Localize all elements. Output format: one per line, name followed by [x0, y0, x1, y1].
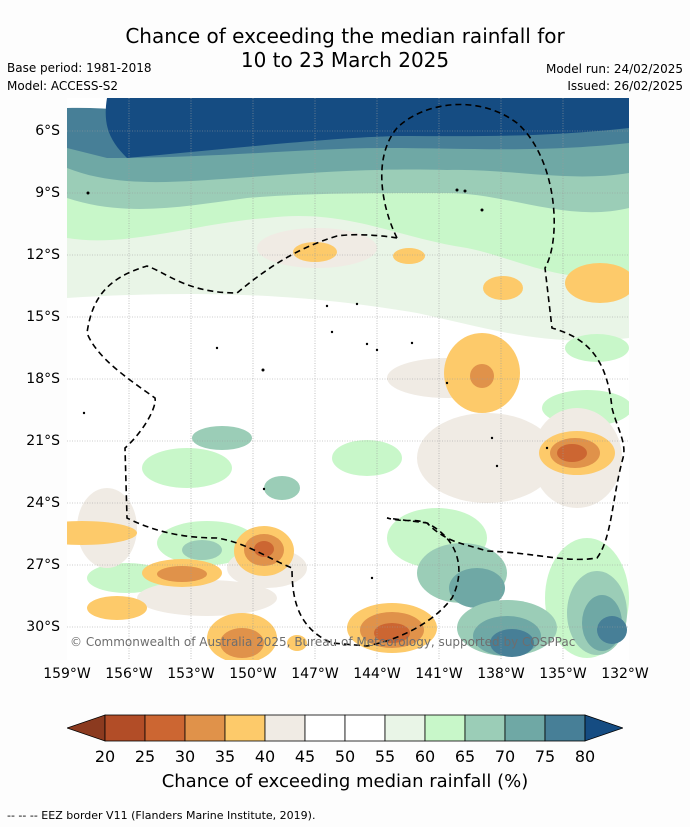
colorbar-tick-label: 55: [374, 747, 396, 766]
copyright-credit: © Commonwealth of Australia 2025, Bureau…: [70, 635, 576, 649]
colorbar-bin: [264, 714, 306, 742]
lon-label: 147°W: [291, 666, 339, 682]
model-run: Model run: 24/02/2025: [545, 62, 683, 76]
lat-label: 15°S: [26, 309, 60, 325]
eez-footnote: -- -- -- EEZ border V11 (Flanders Marine…: [7, 809, 316, 822]
colorbar-bin: [104, 714, 146, 742]
colorbar-bin: [344, 714, 386, 742]
model-name: Model: ACCESS-S2: [7, 79, 119, 93]
lon-label: 153°W: [167, 666, 215, 682]
map-title-line1: Chance of exceeding the median rainfall …: [125, 24, 565, 48]
colorbar-tick-label: 30: [174, 747, 196, 766]
lat-label: 24°S: [26, 495, 60, 511]
map-title-line2: 10 to 23 March 2025: [240, 48, 450, 72]
lon-label: 150°W: [229, 666, 277, 682]
colorbar-bin-low: [67, 714, 106, 742]
colorbar-bin: [464, 714, 506, 742]
colorbar-tick-label: 65: [454, 747, 476, 766]
colorbar-bin: [544, 714, 586, 742]
colorbar-tick-label: 45: [294, 747, 316, 766]
colorbar-tick-label: 70: [494, 747, 516, 766]
lon-label: 138°W: [477, 666, 525, 682]
colorbar-bin: [504, 714, 546, 742]
colorbar-bin-high: [584, 714, 623, 742]
lat-label: 27°S: [26, 557, 60, 573]
colorbar-bin: [144, 714, 186, 742]
lon-label: 156°W: [105, 666, 153, 682]
map-canvas: [67, 98, 629, 660]
colorbar-bin: [304, 714, 346, 742]
colorbar-tick-label: 20: [94, 747, 116, 766]
colorbar-bin: [424, 714, 466, 742]
colorbar: [67, 714, 623, 742]
lon-label: 159°W: [43, 666, 91, 682]
islands: [82, 188, 549, 580]
colorbar-bin: [224, 714, 266, 742]
issued-date: Issued: 26/02/2025: [567, 79, 683, 93]
lon-label: 132°W: [601, 666, 649, 682]
colorbar-tick-label: 50: [334, 747, 356, 766]
lon-label: 141°W: [415, 666, 463, 682]
lat-label: 18°S: [26, 371, 60, 387]
colorbar-tick-label: 80: [574, 747, 596, 766]
base-period: Base period: 1981-2018: [7, 61, 152, 75]
colorbar-label: Chance of exceeding median rainfall (%): [161, 771, 529, 792]
lon-label: 135°W: [539, 666, 587, 682]
colorbar-tick-label: 40: [254, 747, 276, 766]
eez-border: [86, 103, 625, 647]
colorbar-bin: [384, 714, 426, 742]
lat-label: 6°S: [35, 123, 60, 139]
lon-label: 144°W: [353, 666, 401, 682]
colorbar-bin: [184, 714, 226, 742]
rainfall-map: © Commonwealth of Australia 2025, Bureau…: [67, 98, 629, 660]
colorbar-tick-label: 25: [134, 747, 156, 766]
colorbar-tick-label: 75: [534, 747, 556, 766]
lat-label: 12°S: [26, 247, 60, 263]
colorbar-tick-label: 60: [414, 747, 436, 766]
colorbar-tick-label: 35: [214, 747, 236, 766]
lat-label: 9°S: [35, 185, 60, 201]
lat-label: 21°S: [26, 433, 60, 449]
lat-label: 30°S: [26, 619, 60, 635]
